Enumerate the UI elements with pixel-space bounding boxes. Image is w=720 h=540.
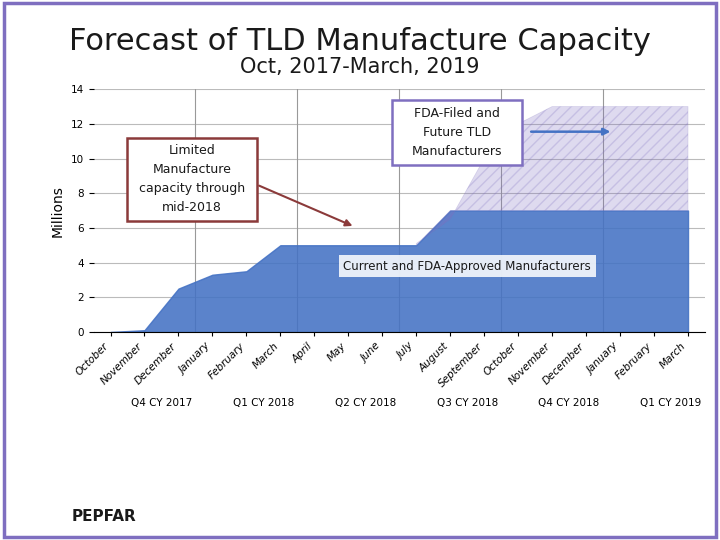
Text: Q2 CY 2018: Q2 CY 2018 (335, 398, 396, 408)
Text: FDA-Filed and
Future TLD
Manufacturers: FDA-Filed and Future TLD Manufacturers (412, 107, 503, 158)
Text: Limited
Manufacture
capacity through
mid-2018: Limited Manufacture capacity through mid… (139, 144, 245, 214)
Text: PEPFAR: PEPFAR (72, 509, 137, 524)
Text: Oct, 2017-March, 2019: Oct, 2017-March, 2019 (240, 57, 480, 77)
Bar (127, 138, 256, 221)
Text: Q1 CY 2019: Q1 CY 2019 (640, 398, 702, 408)
Text: Q4 CY 2017: Q4 CY 2017 (131, 398, 192, 408)
Text: Q1 CY 2018: Q1 CY 2018 (233, 398, 294, 408)
Y-axis label: Millions: Millions (51, 185, 65, 237)
Text: Q3 CY 2018: Q3 CY 2018 (436, 398, 498, 408)
Text: Q4 CY 2018: Q4 CY 2018 (539, 398, 600, 408)
Bar (392, 99, 521, 165)
Text: Forecast of TLD Manufacture Capacity: Forecast of TLD Manufacture Capacity (69, 27, 651, 56)
Text: Current and FDA-Approved Manufacturers: Current and FDA-Approved Manufacturers (343, 260, 591, 273)
